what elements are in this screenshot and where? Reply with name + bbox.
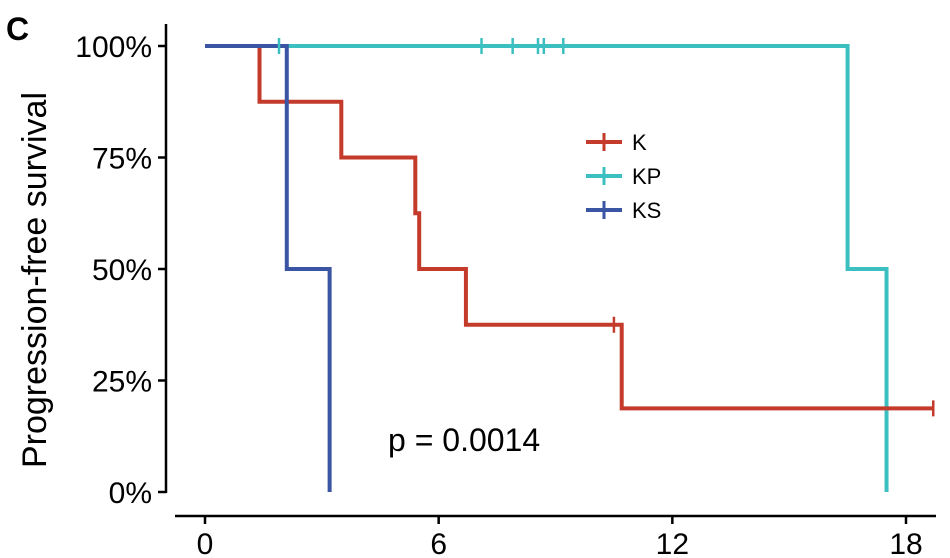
legend-label-kp: KP xyxy=(632,164,661,189)
curve-kp xyxy=(205,44,889,492)
y-tick-label: 25% xyxy=(92,366,152,399)
curve-k xyxy=(205,44,934,411)
legend-label-ks: KS xyxy=(632,198,661,223)
legend-label-k: K xyxy=(632,130,647,155)
y-tick-label: 100% xyxy=(75,31,152,64)
p-value-annotation: p = 0.0014 xyxy=(388,422,540,458)
axes: 0% 25% 50% 75% 100% 0 6 12 18 xyxy=(75,24,936,558)
x-tick-label: 18 xyxy=(889,528,922,558)
y-axis-label: Progression-free survival xyxy=(16,92,54,468)
x-tick-label: 0 xyxy=(197,528,214,558)
panel-label: C xyxy=(6,11,29,47)
x-tick-label: 6 xyxy=(430,528,447,558)
curve-ks xyxy=(205,44,332,492)
legend: K KP KS xyxy=(586,130,661,223)
survival-curves xyxy=(205,44,934,492)
y-tick-label: 0% xyxy=(109,477,152,510)
censor-marks xyxy=(277,38,935,417)
x-tick-label: 12 xyxy=(656,528,689,558)
y-tick-label: 75% xyxy=(92,143,152,176)
y-tick-label: 50% xyxy=(92,254,152,287)
